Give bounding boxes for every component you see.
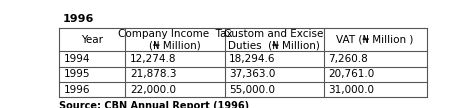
Text: 37,363.0: 37,363.0 [229,69,275,79]
Text: 1996: 1996 [64,85,90,95]
Text: VAT (₦ Million ): VAT (₦ Million ) [337,35,414,45]
Text: 55,000.0: 55,000.0 [229,85,275,95]
Text: 1994: 1994 [64,54,90,64]
Text: 21,878.3: 21,878.3 [130,69,176,79]
Text: 7,260.8: 7,260.8 [328,54,368,64]
Text: 1996: 1996 [63,14,94,24]
Text: Custom and Excise
Duties  (₦ Million): Custom and Excise Duties (₦ Million) [225,29,324,50]
Text: 1995: 1995 [64,69,90,79]
Text: Year: Year [82,35,103,45]
Text: Company Income  Tax
(₦ Million): Company Income Tax (₦ Million) [118,29,232,50]
Text: 12,274.8: 12,274.8 [130,54,176,64]
Text: Source: CBN Annual Report (1996): Source: CBN Annual Report (1996) [59,101,249,108]
Text: 18,294.6: 18,294.6 [229,54,275,64]
Text: 22,000.0: 22,000.0 [130,85,176,95]
Text: 31,000.0: 31,000.0 [328,85,374,95]
Text: 20,761.0: 20,761.0 [328,69,374,79]
